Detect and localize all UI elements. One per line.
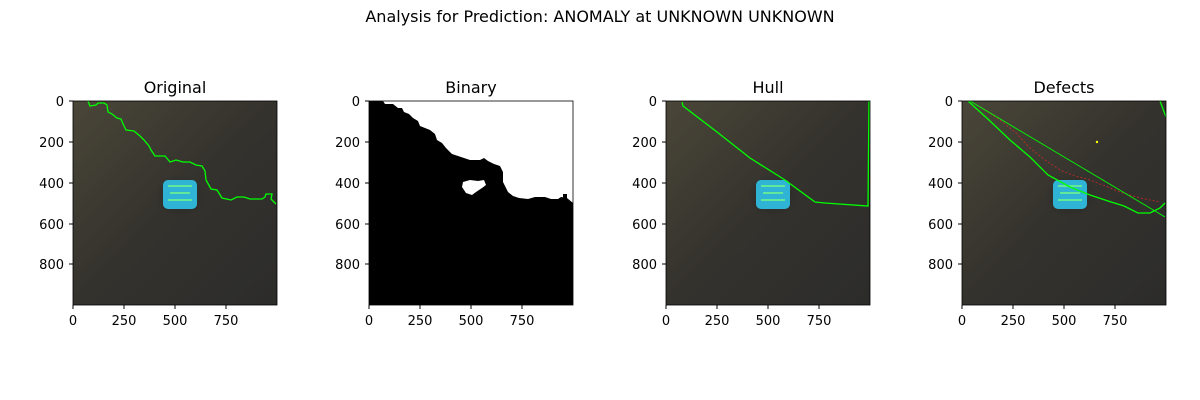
hull-chord [969, 100, 1166, 218]
x-tick-label: 250 [112, 314, 137, 329]
contour-line [87, 100, 277, 205]
mask-white-region [383, 101, 573, 203]
panel-original: Original 0 200 400 600 800 0 250 500 750 [39, 78, 278, 329]
defect-trace [979, 106, 1161, 203]
y-ticks: 0 200 400 600 800 [928, 95, 962, 273]
panel-binary: Binary 0 200 400 600 800 0 250 500 750 [335, 78, 574, 329]
x-ticks: 0 250 500 750 [365, 305, 535, 329]
y-tick-label: 200 [632, 136, 657, 151]
y-tick-label: 800 [928, 258, 953, 273]
y-tick-label: 600 [928, 218, 953, 233]
y-ticks: 0 200 400 600 800 [632, 95, 666, 273]
y-tick-label: 400 [39, 177, 64, 192]
y-tick-label: 200 [928, 136, 953, 151]
object-texture [761, 185, 785, 201]
panel-title: Hull [752, 78, 783, 97]
object-blob [1053, 180, 1087, 209]
x-tick-label: 750 [510, 314, 535, 329]
y-tick-label: 0 [945, 95, 953, 110]
x-tick-label: 500 [1052, 314, 1077, 329]
hull-line [681, 100, 870, 207]
hull-edge [1159, 100, 1167, 118]
defect-point [1095, 140, 1099, 144]
y-tick-label: 600 [632, 218, 657, 233]
y-tick-label: 600 [335, 218, 360, 233]
panel-defects: Defects 0 200 400 600 800 0 250 500 750 [928, 78, 1167, 329]
y-tick-label: 400 [632, 177, 657, 192]
x-tick-label: 0 [958, 314, 966, 329]
x-tick-label: 500 [163, 314, 188, 329]
y-tick-label: 200 [335, 136, 360, 151]
mask-hole [462, 180, 486, 195]
x-tick-label: 0 [365, 314, 373, 329]
x-tick-label: 750 [807, 314, 832, 329]
x-tick-label: 250 [408, 314, 433, 329]
x-ticks: 0 250 500 750 [662, 305, 832, 329]
x-ticks: 0 250 500 750 [69, 305, 239, 329]
mask-speck [563, 194, 567, 198]
panel-title: Original [144, 78, 207, 97]
y-ticks: 0 200 400 600 800 [39, 95, 73, 273]
panel-title: Defects [1033, 78, 1094, 97]
object-blob [163, 180, 197, 209]
object-texture [1058, 185, 1082, 201]
y-tick-label: 400 [335, 177, 360, 192]
object-texture [168, 185, 192, 201]
x-tick-label: 750 [1103, 314, 1128, 329]
panel-hull: Hull 0 200 400 600 800 0 250 500 750 [632, 78, 871, 329]
y-tick-label: 800 [632, 258, 657, 273]
x-tick-label: 750 [214, 314, 239, 329]
y-tick-label: 0 [352, 95, 360, 110]
x-tick-label: 250 [705, 314, 730, 329]
y-tick-label: 0 [649, 95, 657, 110]
x-tick-label: 0 [662, 314, 670, 329]
y-tick-label: 200 [39, 136, 64, 151]
y-tick-label: 400 [928, 177, 953, 192]
hull-line [967, 100, 1166, 214]
x-tick-label: 500 [756, 314, 781, 329]
x-tick-label: 0 [69, 314, 77, 329]
y-tick-label: 800 [39, 258, 64, 273]
y-tick-label: 800 [335, 258, 360, 273]
panel-title: Binary [445, 78, 496, 97]
y-tick-label: 0 [56, 95, 64, 110]
x-ticks: 0 250 500 750 [958, 305, 1128, 329]
object-blob [756, 180, 790, 209]
figure-title: Analysis for Prediction: ANOMALY at UNKN… [365, 7, 834, 26]
x-tick-label: 250 [1001, 314, 1026, 329]
y-ticks: 0 200 400 600 800 [335, 95, 369, 273]
x-tick-label: 500 [459, 314, 484, 329]
y-tick-label: 600 [39, 218, 64, 233]
